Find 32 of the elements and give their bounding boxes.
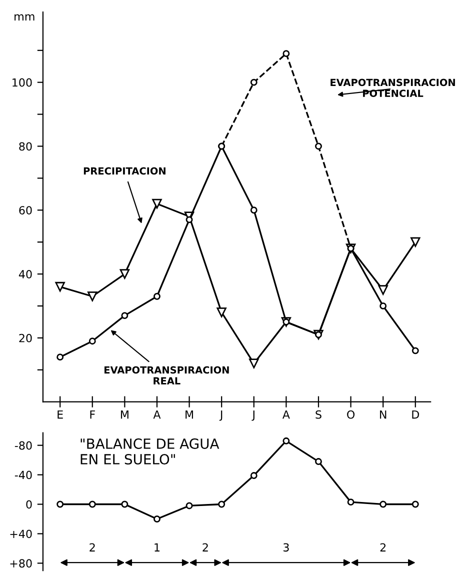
x-tick-label: M xyxy=(120,410,128,419)
y-tick-label: +40 xyxy=(10,530,32,538)
x-tick-label: D xyxy=(412,410,420,419)
x-tick-label: N xyxy=(380,410,386,419)
y-tick-label: 60 xyxy=(19,206,32,214)
x-tick-label: O xyxy=(347,410,355,419)
y-tick-label: 80 xyxy=(19,142,32,151)
x-tick-label: J xyxy=(252,410,254,421)
annotation: 2 xyxy=(380,543,386,552)
x-tick-label: A xyxy=(153,410,161,419)
text: PRECIPITACION xyxy=(84,167,166,175)
y-tick-label: 100 xyxy=(12,78,32,87)
x-tick-label: A xyxy=(282,410,290,419)
y-tick-label: -80 xyxy=(14,441,32,450)
text: "BALANCE DE AGUA EN EL SUELO" xyxy=(80,438,220,464)
y-tick-label: -40 xyxy=(14,470,32,480)
x-tick-label: J xyxy=(219,410,222,421)
y-axis-title: mm xyxy=(14,14,34,20)
x-tick-label: S xyxy=(316,410,322,419)
annotation: 1 xyxy=(154,543,160,552)
annotation: 2 xyxy=(202,543,208,552)
y-tick-label: 20 xyxy=(19,334,32,342)
text: EVAPOTRANSPIRACION POTENCIAL xyxy=(330,78,455,97)
x-tick-label: F xyxy=(90,410,95,419)
y-tick-label: +80 xyxy=(10,559,32,568)
x-tick-label: E xyxy=(58,410,63,419)
y-tick-label: 0 xyxy=(26,500,32,509)
annotation: 2 xyxy=(90,543,95,552)
text: EVAPOTRANSPIRACION REAL xyxy=(104,366,229,384)
y-tick-label: 40 xyxy=(18,270,32,278)
x-tick-label: M xyxy=(186,410,193,419)
annotation: 3 xyxy=(284,543,289,552)
